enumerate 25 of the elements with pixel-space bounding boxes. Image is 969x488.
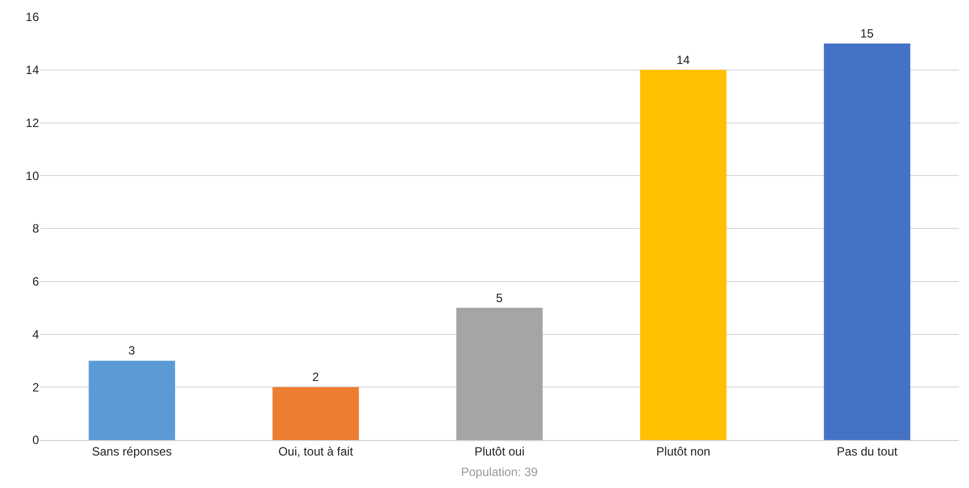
y-tick-label: 16: [26, 10, 40, 24]
bar: [272, 387, 359, 440]
y-tick-label: 2: [32, 380, 40, 394]
data-label: 3: [128, 344, 136, 358]
y-tick-label: 14: [26, 63, 40, 78]
bar: [456, 308, 543, 440]
y-tick-label: 6: [32, 274, 40, 289]
data-label: 15: [860, 26, 874, 40]
x-tick-label: Plutôt oui: [474, 444, 525, 458]
bar: [824, 43, 910, 440]
x-tick-label: Oui, tout à fait: [278, 444, 354, 458]
y-tick-label: 12: [26, 116, 40, 130]
x-tick-label: Sans réponses: [92, 444, 172, 458]
text: Population: 39: [461, 465, 538, 479]
y-tick-label: 10: [26, 168, 40, 183]
x-tick-label: Plutôt non: [656, 444, 710, 458]
bar: [640, 70, 726, 440]
bar: [88, 360, 176, 440]
data-label: 14: [676, 52, 690, 67]
data-label: 5: [496, 290, 503, 305]
y-tick-label: 8: [32, 222, 40, 236]
data-label: 2: [312, 370, 320, 384]
y-tick-label: 4: [32, 327, 40, 342]
x-tick-label: Pas du tout: [836, 444, 898, 458]
y-tick-label: 0: [32, 433, 40, 448]
